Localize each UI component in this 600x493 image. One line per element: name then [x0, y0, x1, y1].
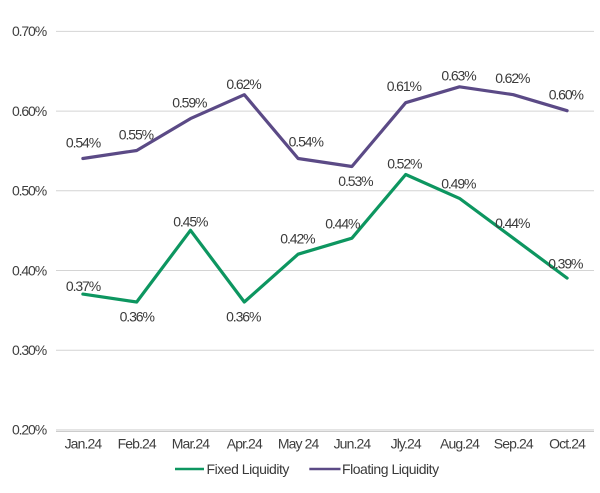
svg-text:0.44%: 0.44%	[325, 215, 360, 231]
svg-text:0.61%: 0.61%	[387, 78, 422, 94]
svg-text:0.55%: 0.55%	[119, 127, 154, 143]
svg-text:Jan.24: Jan.24	[65, 436, 103, 452]
svg-text:0.60%: 0.60%	[549, 87, 584, 103]
svg-text:Oct.24: Oct.24	[549, 436, 586, 452]
svg-text:0.36%: 0.36%	[226, 308, 261, 324]
svg-text:0.59%: 0.59%	[172, 95, 207, 111]
svg-text:0.54%: 0.54%	[289, 134, 324, 150]
svg-text:Sep.24: Sep.24	[494, 436, 534, 452]
svg-text:0.49%: 0.49%	[441, 176, 476, 192]
svg-text:Jun.24: Jun.24	[334, 436, 372, 452]
svg-text:0.50%: 0.50%	[12, 183, 47, 199]
svg-text:Aug.24: Aug.24	[440, 436, 480, 452]
svg-text:0.37%: 0.37%	[66, 278, 101, 294]
svg-text:0.36%: 0.36%	[120, 309, 155, 325]
svg-text:0.53%: 0.53%	[338, 173, 373, 189]
svg-text:0.44%: 0.44%	[495, 215, 530, 231]
svg-text:Fixed Liquidity: Fixed Liquidity	[207, 461, 290, 477]
svg-text:Mar.24: Mar.24	[172, 436, 211, 452]
svg-text:0.54%: 0.54%	[66, 135, 101, 151]
svg-text:0.45%: 0.45%	[173, 214, 208, 230]
svg-text:0.40%: 0.40%	[12, 262, 47, 278]
svg-text:May 24: May 24	[278, 436, 320, 452]
svg-text:Feb.24: Feb.24	[118, 436, 157, 452]
svg-text:0.60%: 0.60%	[12, 103, 47, 119]
svg-text:0.42%: 0.42%	[280, 231, 315, 247]
svg-text:0.30%: 0.30%	[12, 342, 47, 358]
svg-text:Jly.24: Jly.24	[391, 436, 422, 452]
svg-text:0.70%: 0.70%	[12, 23, 47, 39]
svg-text:Floating Liquidity: Floating Liquidity	[342, 461, 439, 477]
svg-text:0.62%: 0.62%	[495, 70, 530, 86]
svg-text:0.39%: 0.39%	[548, 255, 583, 271]
svg-text:0.52%: 0.52%	[387, 156, 422, 172]
svg-text:Apr.24: Apr.24	[227, 436, 263, 452]
svg-text:0.20%: 0.20%	[12, 422, 47, 438]
svg-text:0.63%: 0.63%	[441, 68, 476, 84]
svg-text:0.62%: 0.62%	[226, 76, 261, 92]
